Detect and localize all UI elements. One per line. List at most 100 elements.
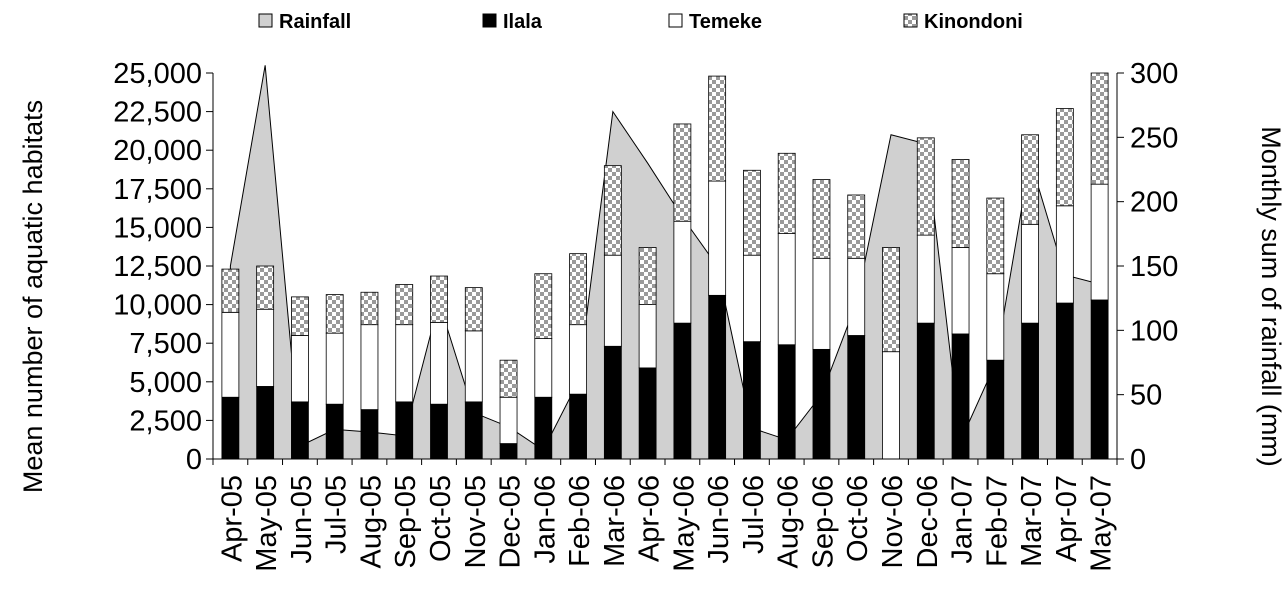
- y-left-tick-label: 20,000: [113, 135, 202, 167]
- bar-temeke-feb-07: [986, 273, 1005, 361]
- bar-temeke-oct-06: [847, 257, 866, 336]
- x-tick-label-jul-06: Jul-06: [738, 475, 770, 554]
- bar-temeke-jan-06: [534, 338, 553, 398]
- bar-ilala-may-05: [256, 386, 275, 460]
- rainfall-area-layer: [229, 65, 1101, 460]
- y-left-tick-label: 17,500: [113, 174, 202, 206]
- bar-temeke-feb-06: [569, 324, 587, 395]
- bar-kinondoni-apr-06: [638, 247, 657, 305]
- bar-kinondoni-oct-05: [430, 275, 448, 323]
- bar-kinondoni-mar-06: [603, 165, 622, 256]
- bar-kinondoni-dec-06: [916, 137, 935, 236]
- bar-kinondoni-jun-05: [291, 296, 309, 336]
- bar-kinondoni-aug-05: [360, 291, 379, 326]
- bar-kinondoni-apr-05: [221, 268, 240, 313]
- bar-ilala-aug-06: [777, 344, 796, 460]
- legend-label-rainfall: Rainfall: [279, 11, 351, 33]
- legend-entry-rainfall: Rainfall: [258, 11, 351, 33]
- x-tick-label-may-07: May-07: [1086, 475, 1118, 572]
- x-tick-label-nov-06: Nov-06: [877, 475, 909, 569]
- bar-kinondoni-aug-06: [777, 152, 796, 234]
- bar-kinondoni-may-05: [256, 265, 275, 310]
- bar-temeke-nov-06: [882, 351, 900, 460]
- bar-ilala-jul-05: [325, 403, 344, 460]
- y-right-tick-label: 300: [1130, 58, 1178, 90]
- bar-temeke-jun-06: [708, 180, 727, 296]
- bar-temeke-mar-06: [603, 254, 622, 347]
- bar-ilala-nov-05: [464, 401, 483, 460]
- bar-kinondoni-jan-06: [534, 273, 553, 339]
- bar-ilala-oct-06: [847, 335, 866, 460]
- legend-label-temeke: Temeke: [689, 11, 762, 33]
- bar-temeke-dec-06: [916, 234, 935, 324]
- bar-kinondoni-nov-06: [882, 247, 900, 353]
- x-tick-label-aug-06: Aug-06: [773, 475, 805, 569]
- bar-temeke-mar-07: [1021, 223, 1039, 324]
- y-left-tick-label: 10,000: [113, 290, 202, 322]
- x-tick-label-feb-07: Feb-07: [981, 475, 1013, 567]
- bar-ilala-mar-07: [1021, 322, 1039, 460]
- bar-temeke-sep-06: [812, 257, 831, 350]
- legend-entry-temeke: Temeke: [668, 11, 762, 33]
- bar-temeke-oct-05: [430, 321, 448, 405]
- bar-temeke-sep-05: [395, 324, 414, 403]
- y-left-tick-label: 0: [186, 444, 202, 476]
- bar-ilala-may-07: [1090, 299, 1109, 460]
- labels-layer: 0 2,500 5,000 7,500 10,000 12,500 15,000 17,500…: [18, 58, 1286, 572]
- x-tick-label-may-06: May-06: [668, 475, 700, 572]
- bar-temeke-dec-05: [499, 396, 518, 444]
- bar-temeke-aug-06: [777, 233, 796, 346]
- x-tick-label-jul-05: Jul-05: [321, 475, 353, 554]
- bar-kinondoni-feb-07: [986, 197, 1005, 275]
- legend-label-kinondoni: Kinondoni: [924, 11, 1023, 33]
- bar-kinondoni-feb-06: [569, 253, 587, 326]
- legend-entry-kinondoni: Kinondoni: [903, 11, 1023, 33]
- bar-temeke-may-05: [256, 308, 275, 387]
- y-right-tick-label: 100: [1130, 315, 1178, 347]
- x-tick-label-sep-05: Sep-05: [390, 475, 422, 569]
- bar-kinondoni-nov-05: [464, 287, 483, 332]
- x-tick-label-aug-05: Aug-05: [355, 475, 387, 569]
- x-tick-label-dec-05: Dec-05: [495, 475, 527, 569]
- bar-temeke-may-06: [673, 220, 692, 324]
- bar-temeke-may-07: [1090, 183, 1109, 301]
- bar-ilala-mar-06: [603, 345, 622, 460]
- y-right-tick-label: 200: [1130, 187, 1178, 219]
- bar-temeke-apr-06: [638, 304, 657, 369]
- bar-ilala-jun-06: [708, 294, 727, 460]
- bar-kinondoni-sep-05: [395, 284, 414, 326]
- bar-ilala-sep-05: [395, 401, 414, 460]
- x-tick-label-feb-06: Feb-06: [564, 475, 596, 567]
- x-tick-label-dec-06: Dec-06: [912, 475, 944, 569]
- y-left-tick-label: 15,000: [113, 212, 202, 244]
- legend-label-ilala: Ilala: [503, 11, 543, 33]
- x-tick-label-jun-05: Jun-05: [286, 475, 318, 564]
- y-left-tick-label: 2,500: [129, 405, 202, 437]
- bar-kinondoni-sep-06: [812, 179, 831, 259]
- bar-kinondoni-dec-05: [499, 359, 518, 398]
- bar-ilala-jan-06: [534, 396, 553, 460]
- bar-ilala-sep-06: [812, 348, 831, 460]
- x-tick-label-jan-07: Jan-07: [947, 475, 979, 564]
- x-tick-label-oct-05: Oct-05: [425, 475, 457, 562]
- y-left-tick-label: 12,500: [113, 251, 202, 283]
- legend: Rainfall Ilala Temeke Kinondoni: [258, 11, 1023, 33]
- legend-swatch-temeke: [668, 13, 683, 28]
- x-tick-label-apr-06: Apr-06: [634, 475, 666, 562]
- bar-ilala-apr-07: [1055, 302, 1074, 460]
- y-right-tick-label: 250: [1130, 122, 1178, 154]
- bar-temeke-aug-05: [360, 324, 379, 410]
- x-tick-label-apr-07: Apr-07: [1051, 475, 1083, 562]
- bar-ilala-jun-05: [291, 401, 309, 460]
- x-tick-label-oct-06: Oct-06: [842, 475, 874, 562]
- y-right-tick-label: 50: [1130, 380, 1162, 412]
- y-left-axis-title: Mean number of aquatic habitats: [18, 100, 48, 493]
- bar-kinondoni-may-06: [673, 123, 692, 222]
- x-tick-label-jan-06: Jan-06: [529, 475, 561, 564]
- bar-ilala-oct-05: [430, 403, 448, 460]
- bar-ilala-jan-07: [951, 333, 970, 460]
- y-right-tick-label: 150: [1130, 251, 1178, 283]
- bar-ilala-jul-06: [743, 341, 761, 460]
- bars-layer: [221, 72, 1109, 460]
